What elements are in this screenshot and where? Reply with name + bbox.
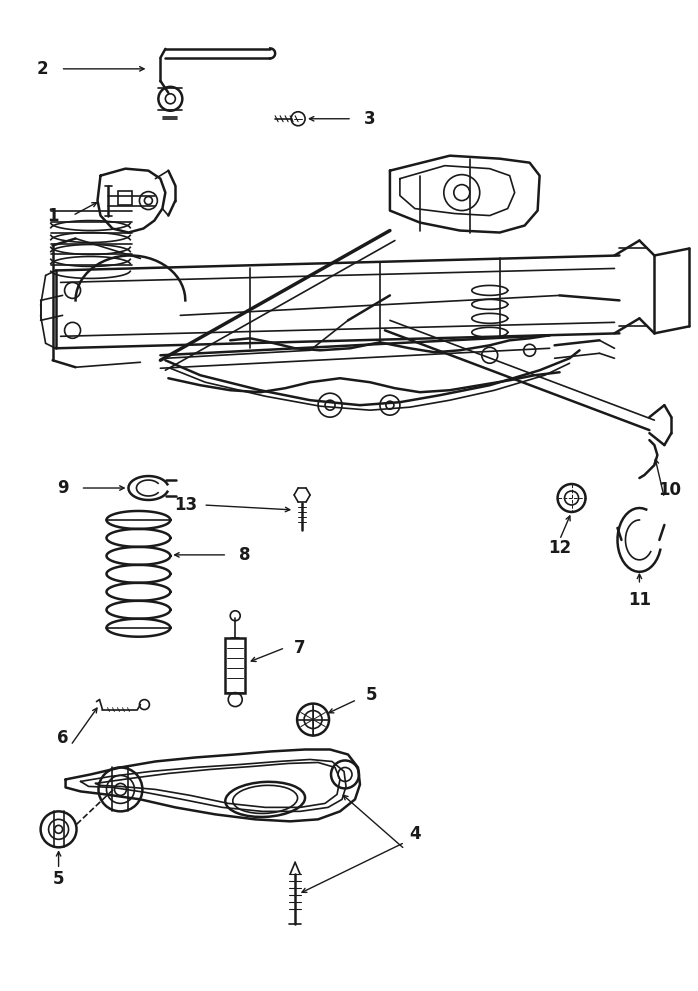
Text: 8: 8 — [239, 546, 251, 564]
Text: 5: 5 — [366, 686, 378, 704]
Text: 6: 6 — [57, 728, 68, 746]
Text: 11: 11 — [628, 591, 651, 608]
Text: 4: 4 — [409, 826, 421, 843]
Text: 1: 1 — [47, 206, 59, 225]
Text: 10: 10 — [658, 481, 681, 499]
Text: 5: 5 — [53, 870, 64, 888]
Bar — [119, 190, 133, 204]
Text: 9: 9 — [57, 479, 68, 497]
Text: 3: 3 — [364, 110, 376, 128]
Text: 12: 12 — [548, 539, 571, 557]
Text: 7: 7 — [295, 638, 306, 657]
Text: 2: 2 — [37, 59, 48, 78]
Bar — [225, 638, 245, 693]
Text: 13: 13 — [174, 496, 197, 514]
